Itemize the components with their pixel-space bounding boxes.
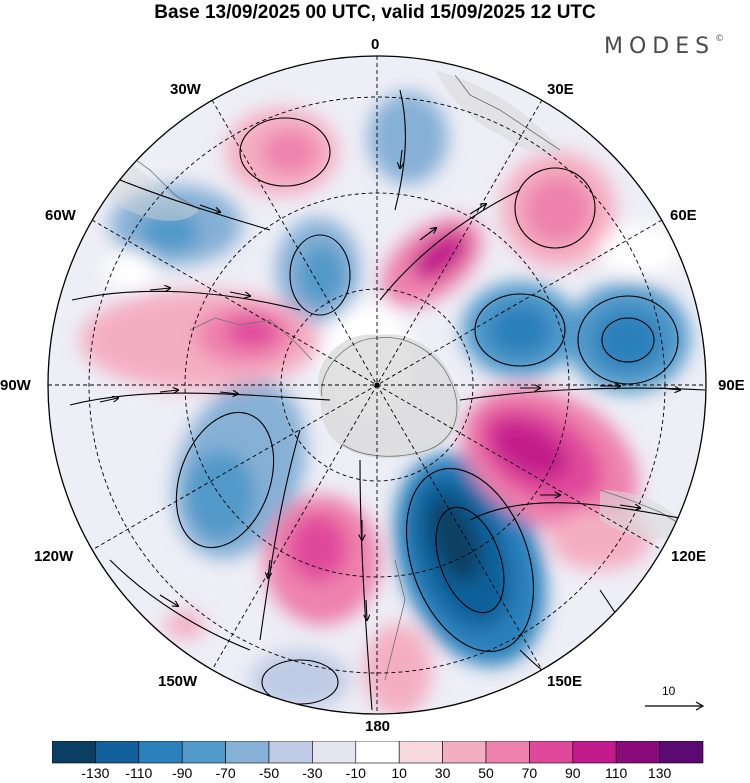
lon-label-60w: 60W [45,207,76,224]
colorbar-swatch [442,741,487,764]
colorbar-swatch [95,741,140,764]
anomaly-field [48,56,706,714]
lon-label-150e: 150E [547,673,583,690]
brand-name: MODES [604,34,716,59]
copyright-mark: © [715,33,725,44]
colorbar-tick-label: 50 [478,765,494,781]
map-boundary [47,55,707,715]
colorbar-swatch [485,741,530,764]
colorbar-tick-label: -130 [81,765,110,781]
colorbar-tick-label: 70 [521,765,538,781]
colorbar-swatch [615,741,660,764]
colorbar-swatch [529,741,574,764]
colorbar-tick-label: -110 [125,765,153,781]
colorbar-swatch [312,741,357,764]
colorbar-swatch [572,741,617,764]
lon-label-0: 0 [371,36,380,53]
lon-label-90w: 90W [0,377,31,394]
reference-vector-label: 10 [662,684,676,698]
lon-label-120w: 120W [34,548,74,565]
pole-marker [374,382,380,388]
lon-label-120e: 120E [671,548,707,565]
modes-logo: MODES© [604,34,724,59]
colorbar-swatch [225,741,270,764]
lon-label-150w: 150W [158,673,198,690]
colorbar-tick-label: 90 [565,765,581,781]
colorbar-tick-label: -70 [215,765,236,781]
wind-arrows [99,149,680,620]
lon-label-60e: 60E [670,207,697,224]
colorbar-swatch [181,741,226,764]
lon-label-90e: 90E [718,377,745,394]
lon-label-30w: 30W [170,81,201,98]
colorbar-swatch [52,741,96,764]
colorbar-swatch [268,741,313,764]
colorbar [52,741,704,764]
colorbar-tick-label: 130 [647,765,672,781]
colorbar-tick-label: -30 [302,765,323,781]
colorbar-tick-label: -50 [258,765,280,781]
colorbar-tick-label: 30 [434,765,451,781]
wind-streamlines [69,89,706,711]
colorbar-tick-label: -10 [345,765,366,781]
colorbar-swatch [355,741,400,764]
lon-label-30e: 30E [547,81,574,98]
colorbar-swatch [659,741,704,764]
colorbar-swatch [398,741,443,764]
colorbar-swatch [138,741,183,764]
colorbar-tick-label: 10 [391,765,407,781]
map-title: Base 13/09/2025 00 UTC, valid 15/09/2025… [154,2,596,23]
reference-vector-arrow [645,701,705,711]
colorbar-tick-label: 110 [605,765,628,781]
colorbar-tick-label: -90 [172,765,193,781]
lon-label-180: 180 [365,718,391,735]
